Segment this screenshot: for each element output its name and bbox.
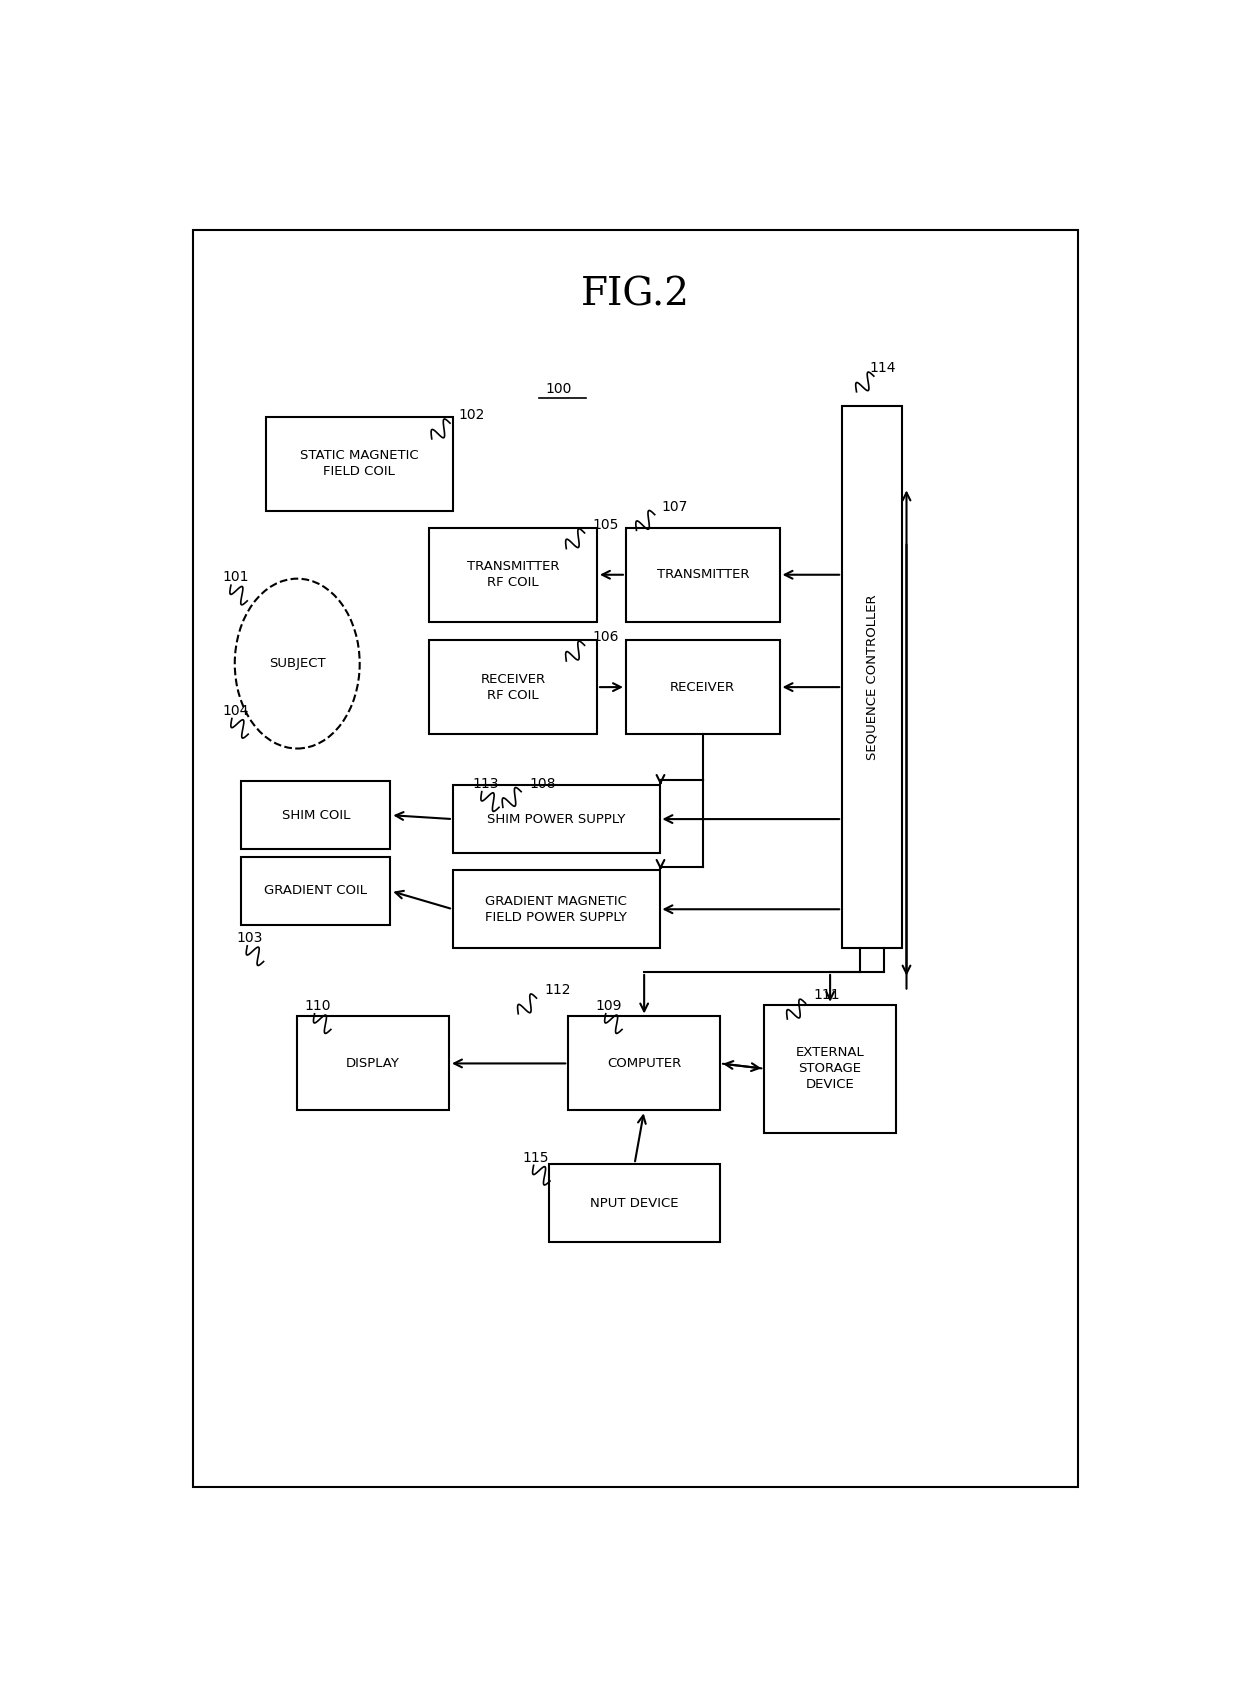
FancyBboxPatch shape [193, 229, 1078, 1487]
Text: 113: 113 [472, 777, 498, 791]
Text: RECEIVER
RF COIL: RECEIVER RF COIL [480, 672, 546, 701]
Text: EXTERNAL
STORAGE
DEVICE: EXTERNAL STORAGE DEVICE [796, 1045, 864, 1091]
Text: 111: 111 [813, 988, 839, 1003]
Text: 103: 103 [237, 932, 263, 945]
Text: 101: 101 [222, 570, 249, 584]
Text: 105: 105 [593, 518, 619, 533]
Text: 104: 104 [222, 704, 249, 718]
Text: NPUT DEVICE: NPUT DEVICE [590, 1196, 678, 1210]
Bar [626, 528, 780, 621]
Bar [568, 1017, 720, 1110]
Bar [842, 406, 901, 949]
Text: 108: 108 [529, 777, 557, 791]
Text: DISPLAY: DISPLAY [346, 1057, 401, 1069]
Bar [453, 871, 660, 949]
Bar [298, 1017, 449, 1110]
Text: RECEIVER: RECEIVER [670, 680, 735, 694]
Text: 107: 107 [661, 501, 688, 514]
Text: STATIC MAGNETIC
FIELD COIL: STATIC MAGNETIC FIELD COIL [300, 450, 419, 479]
Text: SEQUENCE CONTROLLER: SEQUENCE CONTROLLER [866, 594, 878, 760]
Text: SHIM POWER SUPPLY: SHIM POWER SUPPLY [487, 813, 625, 826]
Text: 115: 115 [522, 1151, 548, 1164]
Text: COMPUTER: COMPUTER [608, 1057, 681, 1069]
Text: GRADIENT COIL: GRADIENT COIL [264, 884, 367, 898]
Text: TRANSMITTER: TRANSMITTER [656, 568, 749, 582]
Bar [764, 1005, 897, 1132]
Bar [265, 417, 453, 511]
Bar [429, 640, 596, 735]
Text: 114: 114 [869, 361, 895, 375]
Circle shape [234, 579, 360, 748]
Bar [453, 786, 660, 854]
Text: 110: 110 [304, 1000, 330, 1013]
Text: 109: 109 [595, 1000, 621, 1013]
Bar [626, 640, 780, 735]
Text: GRADIENT MAGNETIC
FIELD POWER SUPPLY: GRADIENT MAGNETIC FIELD POWER SUPPLY [485, 894, 627, 923]
Text: 106: 106 [593, 631, 619, 645]
Bar [242, 857, 391, 925]
Text: 112: 112 [544, 983, 570, 998]
Bar [429, 528, 596, 621]
Text: 102: 102 [459, 409, 485, 423]
Text: FIG.2: FIG.2 [582, 277, 689, 314]
Text: 100: 100 [546, 382, 572, 395]
Text: SUBJECT: SUBJECT [269, 657, 326, 670]
Text: SHIM COIL: SHIM COIL [281, 809, 350, 821]
Text: TRANSMITTER
RF COIL: TRANSMITTER RF COIL [466, 560, 559, 589]
Bar [549, 1164, 720, 1242]
Bar [242, 781, 391, 848]
